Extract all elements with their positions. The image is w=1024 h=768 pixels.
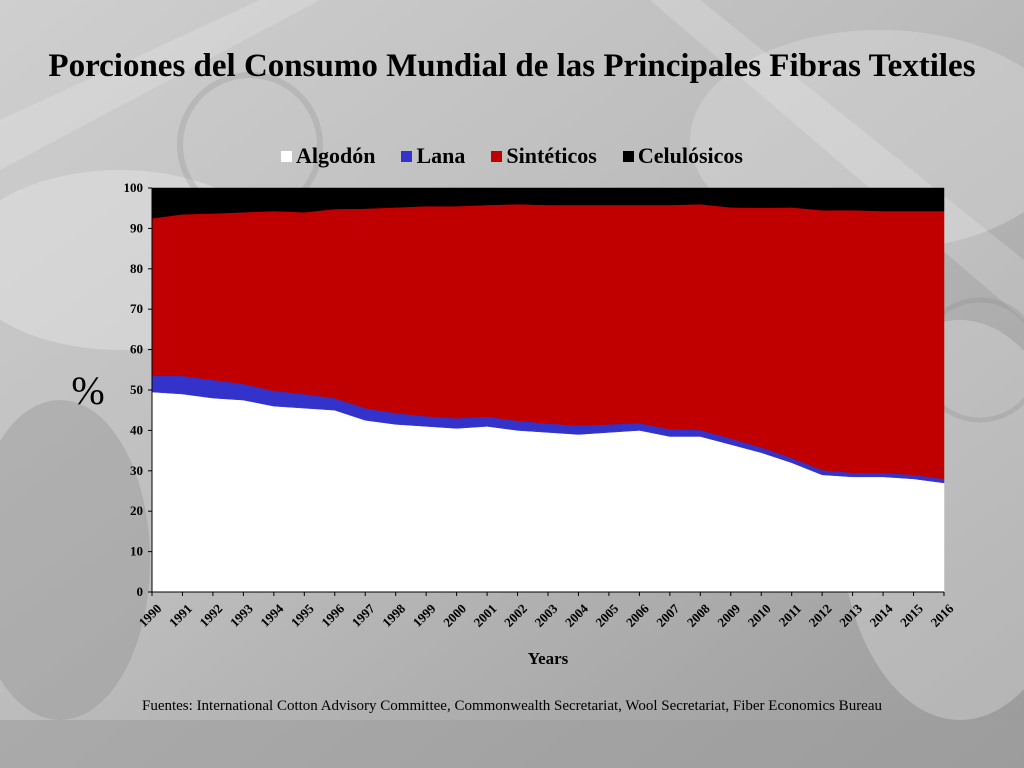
series-area-celulosicos [151, 187, 945, 219]
x-tick-label: 2003 [531, 601, 560, 630]
x-tick-label: 2009 [714, 601, 743, 630]
y-tick-label: 0 [137, 584, 144, 599]
legend-swatch-sinteticos [491, 150, 503, 162]
x-tick-label: 2002 [501, 601, 530, 630]
x-tick-label: 2006 [623, 601, 652, 630]
x-tick-label: 2001 [471, 601, 500, 630]
legend-item-celulosicos: Celulósicos [622, 143, 743, 169]
y-tick-label: 40 [130, 422, 143, 437]
x-tick-label: 1991 [166, 601, 195, 630]
x-tick-label: 2007 [653, 601, 682, 630]
x-tick-label: 2004 [562, 601, 591, 630]
y-tick-label: 50 [130, 382, 143, 397]
x-tick-label: 2005 [592, 601, 621, 630]
legend-item-lana: Lana [401, 143, 465, 169]
legend-item-sinteticos: Sintéticos [491, 143, 597, 169]
y-tick-label: 80 [130, 261, 143, 276]
legend-swatch-celulosicos [622, 150, 634, 162]
y-tick-label: 20 [130, 503, 143, 518]
y-axis-label: % [71, 368, 104, 413]
x-tick-label: 2011 [776, 601, 804, 629]
legend-item-algodon: Algodón [281, 143, 375, 169]
x-tick-label: 2016 [927, 601, 956, 630]
chart-legend: Algodón Lana Sintéticos Celulósicos [0, 143, 1024, 169]
y-tick-label: 100 [124, 180, 144, 195]
legend-label-celulosicos: Celulósicos [637, 143, 743, 168]
x-tick-label: 1996 [318, 601, 347, 630]
legend-swatch-lana [401, 150, 413, 162]
legend-label-lana: Lana [416, 143, 466, 168]
y-tick-label: 60 [130, 342, 143, 357]
legend-label-sinteticos: Sintéticos [506, 143, 597, 168]
source-note: Fuentes: International Cotton Advisory C… [141, 698, 883, 714]
x-tick-label: 2014 [867, 601, 896, 630]
x-tick-label: 1995 [288, 601, 317, 630]
x-tick-label: 1997 [349, 601, 378, 630]
y-tick-label: 30 [130, 463, 143, 478]
x-tick-label: 1994 [257, 601, 286, 630]
x-tick-label: 1992 [196, 601, 225, 630]
x-tick-label: 1998 [379, 601, 408, 630]
legend-swatch-algodon [281, 150, 292, 162]
y-tick-label: 90 [130, 220, 143, 235]
x-tick-label: 1990 [135, 601, 164, 630]
x-tick-label: 2013 [836, 601, 865, 630]
x-tick-label: 2010 [745, 601, 774, 630]
x-tick-label: 1993 [227, 601, 256, 630]
legend-label-algodon: Algodón [296, 143, 376, 168]
x-axis-label: Years [528, 649, 569, 668]
y-tick-label: 70 [130, 301, 143, 316]
x-tick-label: 2012 [806, 601, 835, 630]
chart-title: Porciones del Consumo Mundial de las Pri… [48, 48, 976, 84]
x-tick-label: 2008 [684, 601, 713, 630]
x-tick-label: 1999 [410, 601, 439, 630]
x-tick-label: 2015 [897, 601, 926, 630]
y-tick-label: 10 [130, 544, 143, 559]
x-tick-label: 2000 [440, 601, 469, 630]
